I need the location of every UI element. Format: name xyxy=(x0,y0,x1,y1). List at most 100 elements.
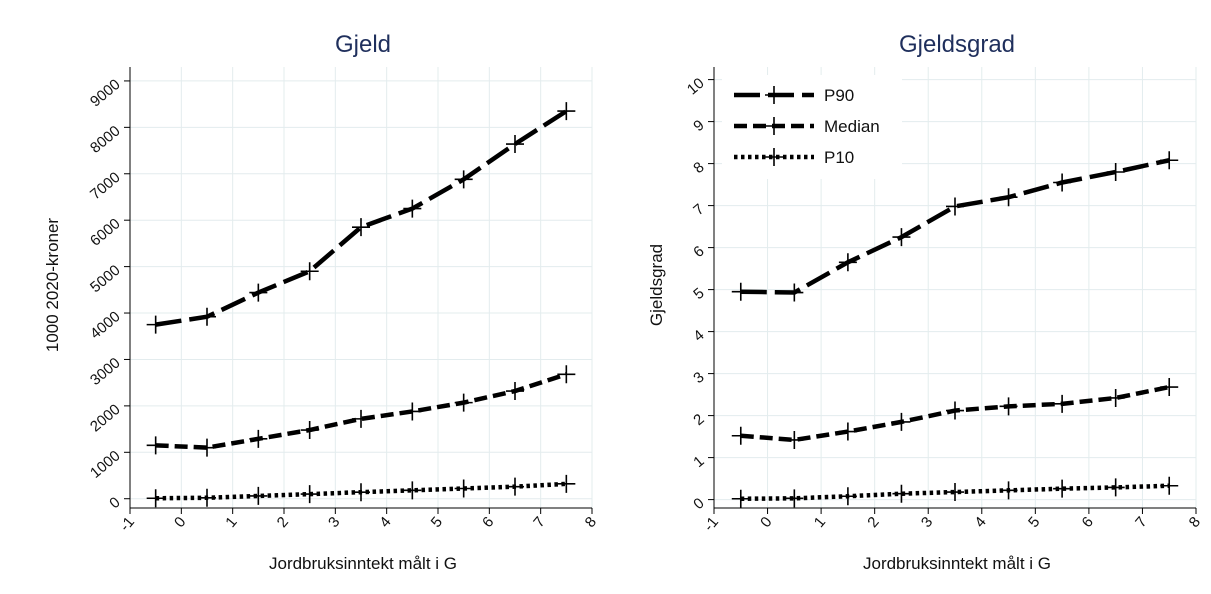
legend-marker xyxy=(765,86,783,104)
data-point xyxy=(999,397,1018,416)
data-point xyxy=(300,421,319,440)
x-tick-label: 5 xyxy=(428,514,446,531)
x-tick-label: 0 xyxy=(171,514,189,531)
data-point xyxy=(731,426,750,445)
legend-marker xyxy=(765,117,783,135)
x-tick-label: 4 xyxy=(376,514,394,531)
data-point xyxy=(506,477,524,496)
series-line xyxy=(155,372,568,450)
data-point xyxy=(146,489,165,508)
series-line xyxy=(155,109,568,327)
data-point xyxy=(999,481,1018,500)
data-point xyxy=(785,489,804,508)
data-point xyxy=(731,282,750,301)
x-tick-label: 1 xyxy=(811,514,829,531)
y-tick-label: 2000 xyxy=(87,401,123,435)
y-tick-label: 4000 xyxy=(87,308,123,342)
x-tick-label: 3 xyxy=(325,514,343,531)
y-tick-label: 9000 xyxy=(87,76,123,110)
series-line xyxy=(740,483,1170,502)
series-median xyxy=(146,365,576,457)
data-point xyxy=(352,218,370,237)
data-point xyxy=(403,481,422,500)
data-point xyxy=(300,262,319,281)
y-tick-label: 3000 xyxy=(87,354,123,388)
legend-label: P90 xyxy=(824,86,854,105)
data-point xyxy=(838,487,857,506)
data-point xyxy=(454,393,473,412)
x-tick-label: 5 xyxy=(1025,514,1043,531)
x-tick-label: 2 xyxy=(864,514,882,531)
chart-title: Gjeld xyxy=(335,31,391,58)
data-point xyxy=(1160,378,1179,397)
y-tick-label: 8000 xyxy=(87,122,123,156)
data-point xyxy=(198,488,216,507)
x-tick-label: 6 xyxy=(1079,514,1097,531)
data-point xyxy=(403,402,422,421)
gridlines xyxy=(129,67,593,508)
data-point xyxy=(1053,479,1072,498)
data-point xyxy=(946,483,964,502)
x-axis-label: Jordbruksinntekt målt i G xyxy=(269,554,457,573)
data-point xyxy=(403,199,422,218)
legend-label: P10 xyxy=(824,148,854,167)
legend-marker xyxy=(765,148,783,166)
x-tick-label: 7 xyxy=(530,514,548,531)
data-point xyxy=(198,438,216,457)
y-tick-label: 1 xyxy=(690,453,707,471)
data-point xyxy=(146,436,165,455)
x-axis-label: Jordbruksinntekt målt i G xyxy=(863,554,1051,573)
x-tick-label: 3 xyxy=(918,514,936,531)
y-tick-label: 0 xyxy=(106,494,123,512)
x-tick-label: 7 xyxy=(1132,514,1150,531)
series-p10 xyxy=(146,474,576,508)
x-tick-label: 4 xyxy=(971,514,989,531)
data-point xyxy=(146,315,165,334)
y-tick-label: 7 xyxy=(690,201,707,219)
series-median xyxy=(731,378,1179,449)
data-point xyxy=(1106,388,1125,407)
y-axis-label: Gjeldsgrad xyxy=(647,244,666,326)
data-point xyxy=(838,422,857,441)
data-point xyxy=(999,188,1018,207)
x-tick-label: 2 xyxy=(274,514,292,531)
series-p10 xyxy=(731,476,1179,508)
y-tick-label: 7000 xyxy=(87,169,123,203)
data-point xyxy=(352,483,370,502)
y-tick-label: 3 xyxy=(690,369,707,387)
data-point xyxy=(300,485,319,504)
y-tick-label: 4 xyxy=(690,327,707,345)
data-point xyxy=(1053,173,1072,192)
data-point xyxy=(892,228,911,247)
x-tick-label: -1 xyxy=(700,514,722,535)
data-point xyxy=(249,486,268,505)
data-point xyxy=(785,430,804,449)
x-tick-label: 8 xyxy=(1186,514,1204,531)
data-point xyxy=(892,484,911,503)
data-point xyxy=(506,135,524,154)
legend-item: P10 xyxy=(734,148,854,167)
y-tick-label: 8 xyxy=(690,159,707,177)
chart-gjeld: Gjeld Jordbruksinntekt målt i G 1000 2 0 2… xyxy=(43,31,600,573)
data-point xyxy=(1160,476,1179,495)
data-point xyxy=(838,253,857,272)
data-point xyxy=(731,489,750,508)
x-tick-label: -1 xyxy=(116,514,138,535)
data-point xyxy=(785,283,804,302)
series-p90 xyxy=(146,102,576,334)
data-point xyxy=(454,170,473,189)
y-tick-label: 1000 xyxy=(87,447,123,481)
y-tick-label: 6000 xyxy=(87,215,123,249)
y-tick-label: 5 xyxy=(690,285,707,303)
y-tick-label: 10 xyxy=(684,75,708,99)
data-point xyxy=(1160,151,1179,170)
data-point xyxy=(1053,394,1072,413)
data-point xyxy=(1106,478,1125,497)
legend-item: Median xyxy=(734,117,880,136)
x-tick-label: 0 xyxy=(757,514,775,531)
x-tick-label: 6 xyxy=(479,514,497,531)
data-point xyxy=(557,474,576,493)
data-point xyxy=(557,365,576,384)
data-point xyxy=(506,382,524,401)
